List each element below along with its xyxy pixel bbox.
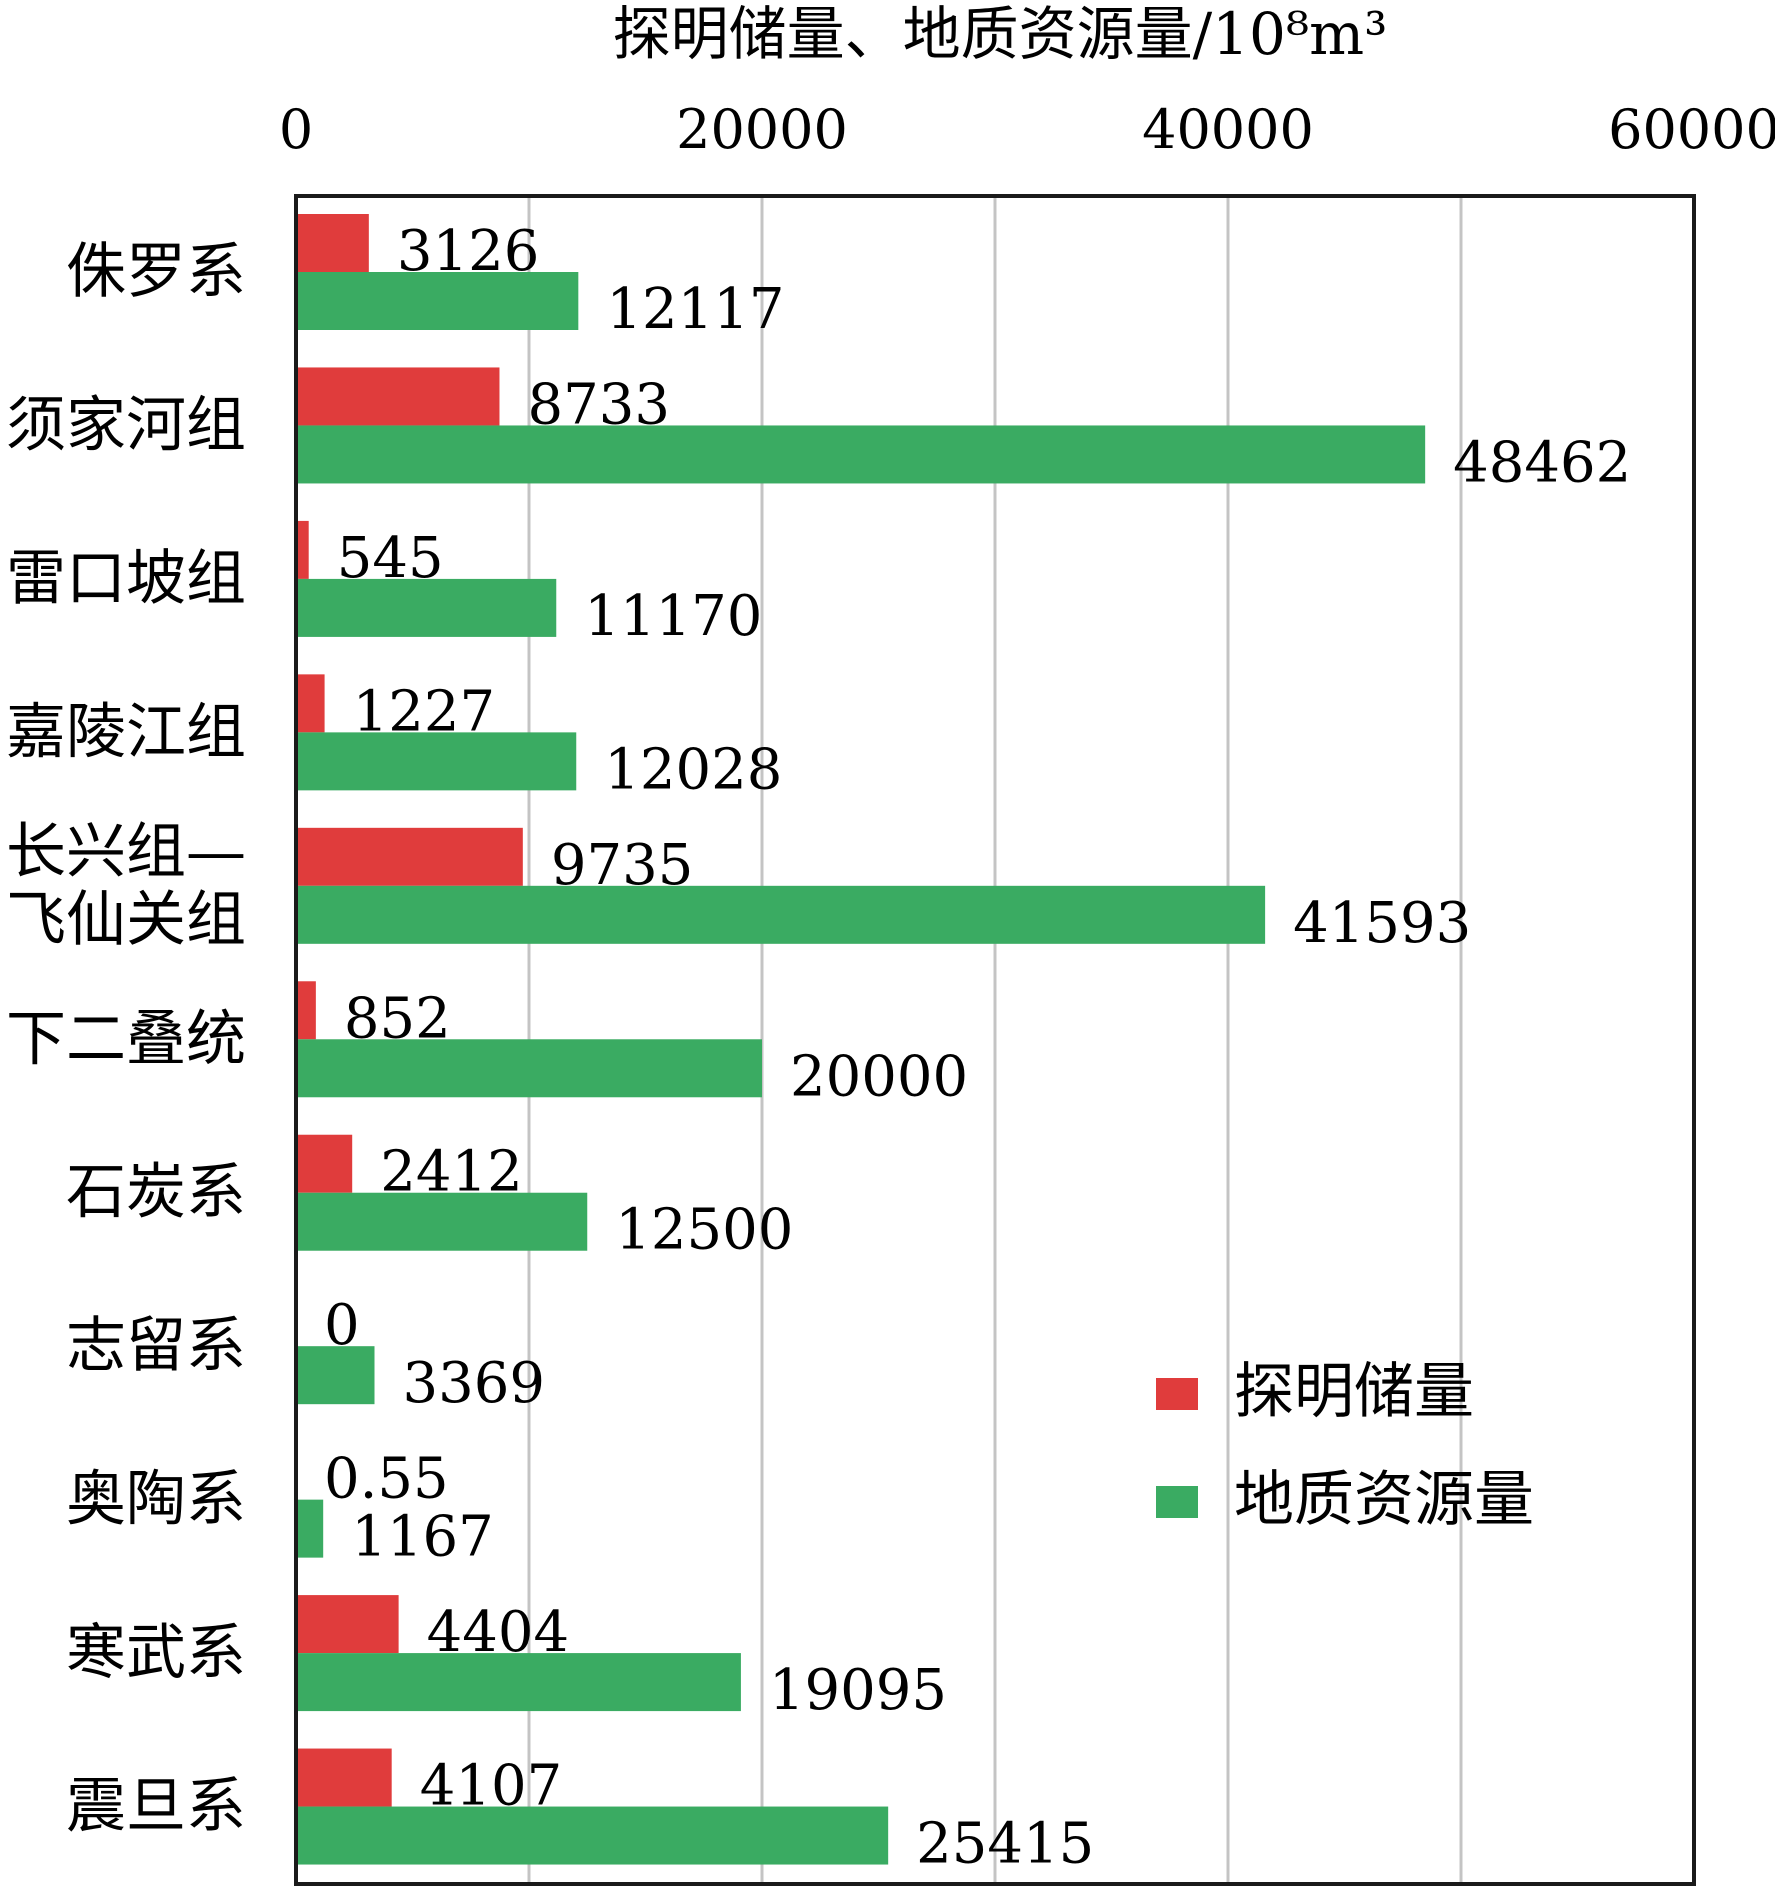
category-labels: 侏罗系须家河组雷口坡组嘉陵江组长兴组—飞仙关组下二叠统石炭系志留系奥陶系寒武系震… [6, 237, 246, 1842]
legend-label: 探明储量 [1234, 1357, 1474, 1427]
data-label-geological-resources: 25415 [916, 1812, 1094, 1877]
bar-geological-resources [296, 425, 1426, 484]
data-label-geological-resources: 12117 [606, 277, 784, 342]
x-tick-label: 20000 [676, 98, 848, 161]
bar-geological-resources [296, 1346, 375, 1405]
data-label-proven-reserves: 2412 [380, 1140, 523, 1205]
category-label: 侏罗系 [66, 237, 246, 307]
category-label: 志留系 [66, 1311, 246, 1381]
bar-geological-resources [296, 1499, 324, 1558]
data-label-geological-resources: 3369 [402, 1351, 545, 1416]
data-label-geological-resources: 12028 [604, 737, 782, 802]
bar-proven-reserves [296, 674, 325, 733]
data-label-proven-reserves: 9735 [551, 833, 694, 898]
data-label-proven-reserves: 4404 [427, 1600, 570, 1665]
bar-proven-reserves [296, 214, 369, 272]
category-label: 雷口坡组 [6, 544, 246, 614]
bar-geological-resources [296, 1192, 588, 1251]
bars [296, 214, 1426, 1865]
legend-swatch [1156, 1378, 1198, 1410]
bar-geological-resources [296, 1039, 762, 1098]
category-label: 寒武系 [66, 1618, 246, 1688]
x-axis-ticks: 0 20000 40000 60000 [279, 98, 1775, 161]
data-label-geological-resources: 41593 [1293, 891, 1471, 956]
x-tick-label: 0 [279, 98, 313, 161]
data-label-proven-reserves: 3126 [397, 219, 540, 284]
data-label-proven-reserves: 0 [324, 1293, 360, 1358]
data-labels: 3126 12117 8733 48462 545 11170 1227 12028 9735 4… [324, 219, 1631, 1877]
bar-geological-resources [296, 1806, 889, 1865]
bar-proven-reserves [296, 520, 309, 579]
data-label-proven-reserves: 852 [344, 986, 451, 1051]
x-axis-title: 探明储量、地质资源量/10⁸m³ [613, 0, 1388, 68]
category-label: 长兴组— [6, 817, 246, 887]
category-label: 下二叠统 [6, 1004, 246, 1074]
category-label: 石炭系 [66, 1158, 246, 1228]
category-label: 嘉陵江组 [6, 697, 246, 767]
bar-proven-reserves [296, 981, 316, 1040]
bar-proven-reserves [296, 1748, 392, 1807]
x-tick-label: 40000 [1142, 98, 1314, 161]
data-label-geological-resources: 20000 [790, 1044, 968, 1109]
bar-geological-resources [296, 1653, 741, 1712]
data-label-geological-resources: 12500 [615, 1198, 793, 1263]
category-label: 震旦系 [66, 1772, 246, 1842]
plot-frame [294, 194, 1696, 1886]
bar-geological-resources [296, 885, 1266, 944]
legend-swatch [1156, 1486, 1198, 1518]
data-label-geological-resources: 1167 [351, 1505, 494, 1570]
bar-proven-reserves [296, 1595, 399, 1654]
category-label: 须家河组 [6, 390, 246, 460]
data-label-geological-resources: 19095 [769, 1658, 947, 1723]
bar-geological-resources [296, 272, 579, 330]
category-label: 奥陶系 [66, 1465, 246, 1535]
bar-proven-reserves [296, 367, 500, 426]
data-label-geological-resources: 11170 [584, 584, 762, 649]
data-label-proven-reserves: 0.55 [324, 1447, 449, 1512]
data-label-proven-reserves: 8733 [527, 372, 670, 437]
x-tick-label: 60000 [1608, 98, 1775, 161]
bar-geological-resources [296, 578, 557, 637]
data-label-proven-reserves: 4107 [420, 1754, 563, 1819]
category-label: 飞仙关组 [6, 885, 246, 955]
data-label-proven-reserves: 545 [337, 526, 444, 591]
data-label-proven-reserves: 1227 [353, 679, 496, 744]
bar-proven-reserves [296, 1134, 353, 1193]
bar-geological-resources [296, 732, 577, 791]
bar-proven-reserves [296, 827, 523, 886]
data-label-geological-resources: 48462 [1453, 430, 1631, 495]
legend-label: 地质资源量 [1234, 1465, 1534, 1535]
